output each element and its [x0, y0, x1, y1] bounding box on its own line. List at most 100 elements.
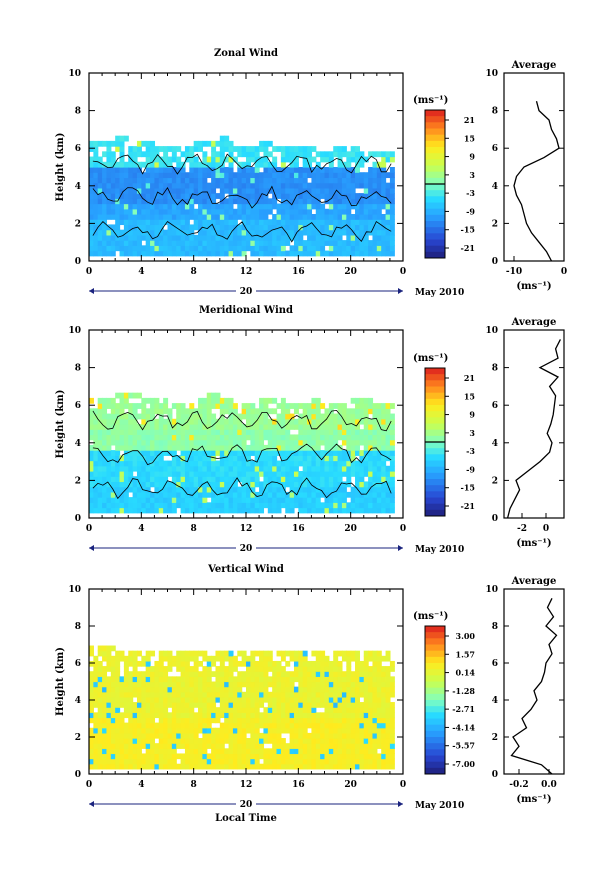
heatmap-cell: [241, 450, 247, 456]
heatmap-cell: [341, 650, 347, 657]
heatmap-cell: [93, 763, 99, 770]
heatmap-cell: [158, 203, 164, 210]
heatmap-cell: [333, 743, 339, 749]
heatmap-cell: [158, 671, 164, 677]
heatmap-cell: [241, 167, 247, 173]
heatmap-cell: [167, 245, 173, 252]
colorbar-tick-label: -21: [461, 243, 475, 253]
heatmap-cell: [320, 758, 326, 765]
heatmap-cell: [158, 686, 164, 693]
heatmap-cell: [93, 182, 99, 189]
heatmap-cell: [167, 696, 173, 703]
heatmap-cell: [259, 491, 265, 498]
heatmap-cell: [298, 650, 304, 657]
heatmap-cell: [150, 214, 156, 220]
heatmap-cell: [320, 156, 326, 163]
heatmap-cell: [171, 434, 177, 441]
heatmap-cell: [276, 434, 282, 441]
heatmap-cell: [211, 481, 217, 488]
heatmap-cell: [119, 676, 125, 683]
heatmap-cell: [363, 460, 369, 467]
heatmap-cell: [272, 507, 278, 514]
heatmap-cell: [219, 208, 225, 215]
heatmap-cell: [202, 460, 208, 467]
heatmap-cell: [385, 497, 391, 503]
heatmap-cell: [180, 234, 186, 241]
heatmap-cell: [389, 502, 395, 509]
heatmap-cell: [128, 481, 134, 488]
heatmap-cell: [215, 151, 221, 158]
heatmap-cell: [128, 439, 134, 446]
heatmap-cell: [311, 182, 317, 189]
heatmap-cell: [158, 763, 164, 770]
heatmap-cell: [89, 712, 94, 719]
heatmap-cell: [206, 502, 212, 509]
heatmap-cell: [219, 397, 225, 404]
heatmap-cell: [250, 722, 256, 729]
heatmap-cell: [315, 722, 321, 729]
heatmap-cell: [115, 172, 121, 179]
heatmap-cell: [320, 691, 326, 698]
heatmap-cell: [102, 645, 108, 652]
heatmap-cell: [123, 460, 129, 467]
heatmap-cell: [337, 707, 343, 713]
heatmap-cell: [202, 240, 208, 246]
heatmap-cell: [372, 717, 378, 724]
heatmap-cell: [302, 156, 308, 163]
heatmap-cell: [184, 666, 190, 672]
heatmap-cell: [385, 465, 391, 472]
heatmap-cell: [363, 156, 369, 163]
heatmap-cell: [232, 418, 238, 425]
heatmap-cell: [189, 229, 195, 236]
heatmap-cell: [368, 182, 374, 189]
heatmap-cell: [180, 224, 186, 231]
heatmap-cell: [385, 203, 391, 210]
heatmap-cell: [359, 502, 365, 509]
heatmap-cell: [193, 671, 199, 677]
heatmap-cell: [97, 738, 103, 744]
heatmap-cell: [293, 707, 299, 713]
heatmap-cell: [202, 450, 208, 456]
heatmap-cell: [381, 696, 387, 703]
heatmap-cell: [368, 397, 374, 404]
heatmap-cell: [224, 507, 230, 514]
heatmap-cell: [102, 676, 108, 683]
heatmap-cell: [276, 671, 282, 677]
heatmap-cell: [145, 234, 151, 241]
heatmap-cell: [150, 650, 156, 657]
heatmap-cell: [158, 732, 164, 739]
heatmap-cell: [254, 491, 260, 498]
heatmap-cell: [246, 712, 251, 719]
heatmap-cell: [176, 203, 182, 210]
heatmap-cell: [263, 476, 269, 483]
heatmap-cell: [280, 691, 286, 698]
heatmap-cell: [180, 460, 186, 467]
heatmap-cell: [368, 418, 374, 425]
heatmap-cell: [102, 702, 108, 708]
heatmap-cell: [276, 465, 282, 472]
heatmap-cell: [307, 763, 313, 770]
heatmap-cell: [102, 245, 108, 252]
heatmap-cell: [346, 219, 352, 226]
colorbar-swatch: [425, 208, 445, 216]
heatmap-cell: [167, 408, 173, 415]
heatmap-cell: [89, 702, 94, 708]
heatmap-cell: [341, 655, 347, 662]
heatmap-cell: [123, 481, 129, 488]
heatmap-cell: [307, 444, 313, 451]
heatmap-cell: [145, 476, 151, 483]
heatmap-cell: [128, 717, 134, 724]
heatmap-cell: [302, 151, 308, 158]
heatmap-cell: [150, 753, 156, 760]
heatmap-cell: [341, 434, 347, 441]
heatmap-cell: [189, 187, 195, 194]
heatmap-cell: [119, 193, 125, 199]
heatmap-cell: [259, 691, 265, 698]
heatmap-cell: [158, 753, 164, 760]
heatmap-cell: [363, 245, 369, 252]
heatmap-cell: [389, 676, 395, 683]
heatmap-cell: [89, 650, 94, 657]
heatmap-cell: [280, 172, 286, 179]
heatmap-cell: [163, 177, 169, 184]
